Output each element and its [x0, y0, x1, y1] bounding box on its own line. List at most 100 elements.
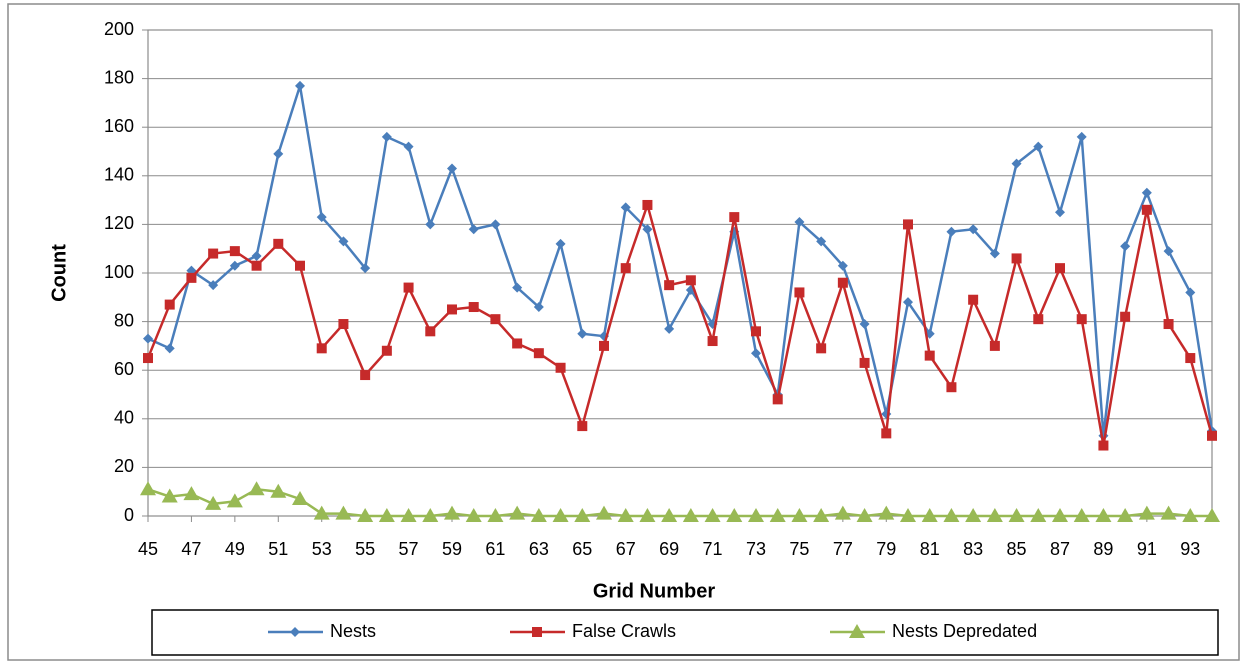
marker	[509, 505, 526, 520]
x-tick-label: 47	[181, 539, 201, 559]
x-tick-label: 61	[485, 539, 505, 559]
marker	[794, 216, 805, 227]
x-tick-label: 57	[399, 539, 419, 559]
marker	[1033, 141, 1044, 152]
marker	[378, 508, 395, 522]
marker	[577, 421, 588, 432]
y-tick-label: 80	[114, 310, 134, 330]
marker	[1138, 505, 1155, 520]
marker	[834, 505, 851, 520]
marker	[208, 248, 219, 259]
marker	[1095, 508, 1112, 522]
marker	[357, 508, 374, 522]
marker	[664, 280, 675, 291]
marker	[313, 505, 330, 520]
marker	[1030, 508, 1047, 522]
x-tick-label: 81	[920, 539, 940, 559]
marker	[226, 493, 243, 508]
marker	[772, 394, 783, 405]
y-tick-label: 60	[114, 359, 134, 379]
marker	[444, 505, 460, 520]
marker	[1008, 508, 1025, 522]
marker	[555, 238, 566, 249]
marker	[856, 508, 873, 522]
marker	[447, 304, 457, 315]
marker	[599, 340, 609, 351]
marker	[1055, 207, 1065, 218]
x-tick-label: 53	[312, 539, 332, 559]
y-tick-label: 160	[104, 116, 134, 136]
marker	[295, 260, 305, 271]
marker	[903, 297, 913, 308]
marker	[816, 236, 827, 247]
marker	[769, 508, 786, 522]
marker	[664, 323, 675, 334]
marker	[661, 508, 678, 522]
marker	[403, 141, 414, 152]
marker	[251, 250, 262, 261]
marker	[360, 370, 371, 381]
y-tick-label: 140	[104, 165, 134, 185]
y-tick-label: 100	[104, 262, 134, 282]
legend-box	[151, 609, 1219, 656]
marker	[381, 131, 392, 142]
marker	[512, 338, 523, 349]
marker	[878, 505, 895, 520]
marker	[447, 163, 457, 174]
marker	[1120, 311, 1131, 322]
marker	[1141, 187, 1152, 198]
marker	[816, 343, 827, 354]
marker	[837, 260, 848, 271]
x-tick-label: 71	[703, 539, 723, 559]
marker	[596, 505, 612, 520]
marker	[726, 508, 743, 522]
marker	[751, 326, 761, 337]
x-tick-label: 89	[1093, 539, 1113, 559]
marker	[468, 302, 479, 313]
marker	[425, 219, 436, 230]
marker	[1204, 508, 1220, 522]
marker	[422, 508, 439, 522]
x-tick-label: 49	[225, 539, 245, 559]
x-tick-label: 87	[1050, 539, 1070, 559]
marker	[143, 333, 153, 344]
marker	[555, 362, 566, 373]
marker	[338, 319, 349, 330]
marker	[946, 226, 957, 237]
marker	[295, 80, 305, 91]
marker	[989, 248, 1000, 259]
marker	[577, 328, 588, 339]
marker	[143, 353, 153, 364]
marker	[273, 148, 284, 159]
y-tick-label: 120	[104, 213, 134, 233]
y-axis-label: Count	[48, 244, 70, 302]
marker	[1076, 131, 1087, 142]
marker	[251, 260, 262, 271]
marker	[316, 343, 327, 354]
marker	[229, 246, 240, 257]
x-tick-label: 45	[138, 539, 158, 559]
marker	[465, 508, 482, 522]
marker	[704, 508, 721, 522]
x-tick-label: 55	[355, 539, 375, 559]
x-tick-label: 85	[1007, 539, 1027, 559]
marker	[468, 224, 479, 235]
marker	[273, 238, 284, 249]
marker	[574, 508, 591, 522]
y-tick-label: 200	[104, 19, 134, 39]
marker	[512, 282, 523, 293]
marker	[1076, 314, 1087, 325]
marker	[490, 314, 501, 325]
marker	[183, 486, 200, 501]
marker	[751, 348, 761, 359]
x-tick-label: 69	[659, 539, 679, 559]
marker	[533, 348, 544, 359]
marker	[1055, 263, 1065, 274]
marker	[1098, 440, 1109, 451]
marker	[837, 277, 848, 288]
marker	[425, 326, 436, 337]
marker	[642, 224, 653, 235]
marker	[205, 495, 222, 510]
marker	[532, 627, 542, 637]
marker	[639, 508, 656, 522]
